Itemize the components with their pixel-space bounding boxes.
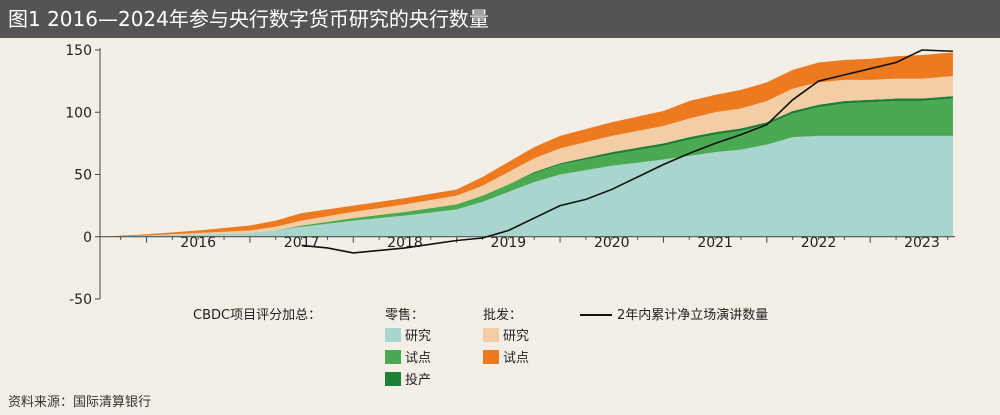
y-axis: -50 0 50 100 150 <box>65 43 101 308</box>
legend-swatch-retail-pilot <box>385 350 401 364</box>
y-tick-label: 150 <box>65 43 92 59</box>
legend-wholesale-heading: 批发： <box>483 307 522 323</box>
legend-retail-heading: 零售： <box>385 307 424 323</box>
area-series-3 <box>100 76 953 237</box>
x-year-label: 2021 <box>697 235 733 251</box>
legend: CBDC项目评分加总： 零售： 批发： 研究 试点 投产 研究 试点 2年内累计… <box>193 307 768 388</box>
x-year-label: 2017 <box>284 235 320 251</box>
speech-line <box>301 49 953 254</box>
area-series-4 <box>100 52 953 237</box>
legend-heading: CBDC项目评分加总： <box>193 308 321 323</box>
legend-label-wholesale-pilot: 试点 <box>503 351 529 366</box>
legend-label-wholesale-research: 研究 <box>503 329 529 344</box>
x-year-label: 2020 <box>594 235 630 251</box>
title-bar: 图1 2016—2024年参与央行数字货币研究的央行数量 <box>0 0 1000 38</box>
legend-swatch-wholesale-research <box>483 328 499 342</box>
source-note: 资料来源：国际清算银行 <box>8 395 152 410</box>
x-axis: 2016 2017 2018 2019 2020 2021 2022 2023 <box>100 235 955 251</box>
legend-label-retail-launched: 投产 <box>405 372 431 388</box>
y-tick-label: -50 <box>69 292 92 308</box>
x-year-label: 2016 <box>180 235 216 251</box>
x-year-label: 2022 <box>801 235 837 251</box>
y-tick-label: 0 <box>83 230 92 246</box>
y-tick-label: 50 <box>74 168 92 184</box>
x-year-label: 2019 <box>491 235 527 251</box>
area-series-1 <box>100 98 953 237</box>
stacked-areas <box>100 52 953 237</box>
x-year-label: 2023 <box>904 235 940 251</box>
area-series-0 <box>100 135 953 237</box>
legend-swatch-retail-launched <box>385 372 401 386</box>
legend-label-retail-research: 研究 <box>405 329 431 344</box>
legend-label-retail-pilot: 试点 <box>405 351 431 366</box>
legend-swatch-wholesale-pilot <box>483 350 499 364</box>
y-tick-label: 100 <box>65 105 92 121</box>
legend-label-speech-line: 2年内累计净立场演讲数量 <box>617 307 768 323</box>
speech-line-layer <box>301 49 953 254</box>
legend-swatch-retail-research <box>385 328 401 342</box>
chart-title: 图1 2016—2024年参与央行数字货币研究的央行数量 <box>8 7 489 31</box>
